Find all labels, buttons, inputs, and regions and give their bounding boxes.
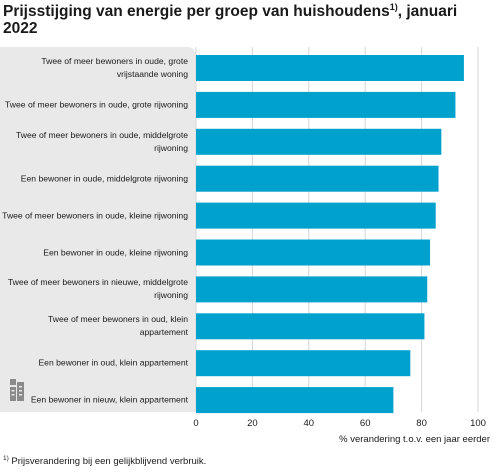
x-tick-label: 40 (304, 418, 315, 429)
chart-title-suffix: , januari 2022 (3, 3, 458, 37)
x-tick-label: 60 (360, 418, 371, 429)
chart-title-text: Prijsstijging van energie per groep van … (3, 3, 390, 20)
x-tick-label: 80 (416, 418, 427, 429)
footnote-text: Prijsverandering bij een gelijkblijvend … (11, 456, 207, 467)
bar (196, 55, 464, 81)
footnote: 1) Prijsverandering bij een gelijkblijve… (3, 455, 207, 467)
bar (196, 350, 411, 377)
category-label: Twee of meer bewoners in oude, grote rij… (5, 99, 188, 110)
category-label: Twee of meer bewoners in oude, grote vri… (41, 56, 188, 79)
bar (196, 165, 439, 192)
bar (196, 202, 436, 229)
category-label-panel (0, 47, 196, 412)
category-label: Een bewoner in oud, klein appartement (38, 357, 188, 368)
x-tick-label: 100 (470, 418, 486, 429)
bar (196, 313, 425, 340)
category-label: Twee of meer bewoners in oude, kleine ri… (2, 210, 188, 221)
footnote-ref: 1) (3, 455, 9, 462)
category-label: Twee of meer bewoners in oud, klein appa… (48, 314, 188, 338)
bar (196, 276, 428, 303)
category-label: Twee of meer bewoners in oude, middelgro… (16, 129, 188, 153)
cbs-logo-icon (10, 379, 24, 401)
title-footnote-ref: 1) (389, 2, 398, 12)
bar (196, 387, 394, 414)
category-label: Een bewoner in oude, middelgrote rijwoni… (20, 173, 188, 184)
x-axis-label: % verandering t.o.v. een jaar eerder (339, 434, 490, 445)
x-tick-label: 20 (247, 418, 258, 429)
category-label: Een bewoner in oude, kleine rijwoning (43, 247, 188, 257)
bar (196, 128, 442, 155)
bar (196, 239, 431, 266)
chart-title: Prijsstijging van energie per groep van … (3, 2, 473, 38)
x-tick-label: 0 (193, 418, 198, 429)
bar (196, 91, 456, 118)
category-label: Twee of meer bewoners in nieuwe, middelg… (7, 277, 188, 301)
category-label: Een bewoner in nieuw, klein appartement (30, 394, 188, 405)
